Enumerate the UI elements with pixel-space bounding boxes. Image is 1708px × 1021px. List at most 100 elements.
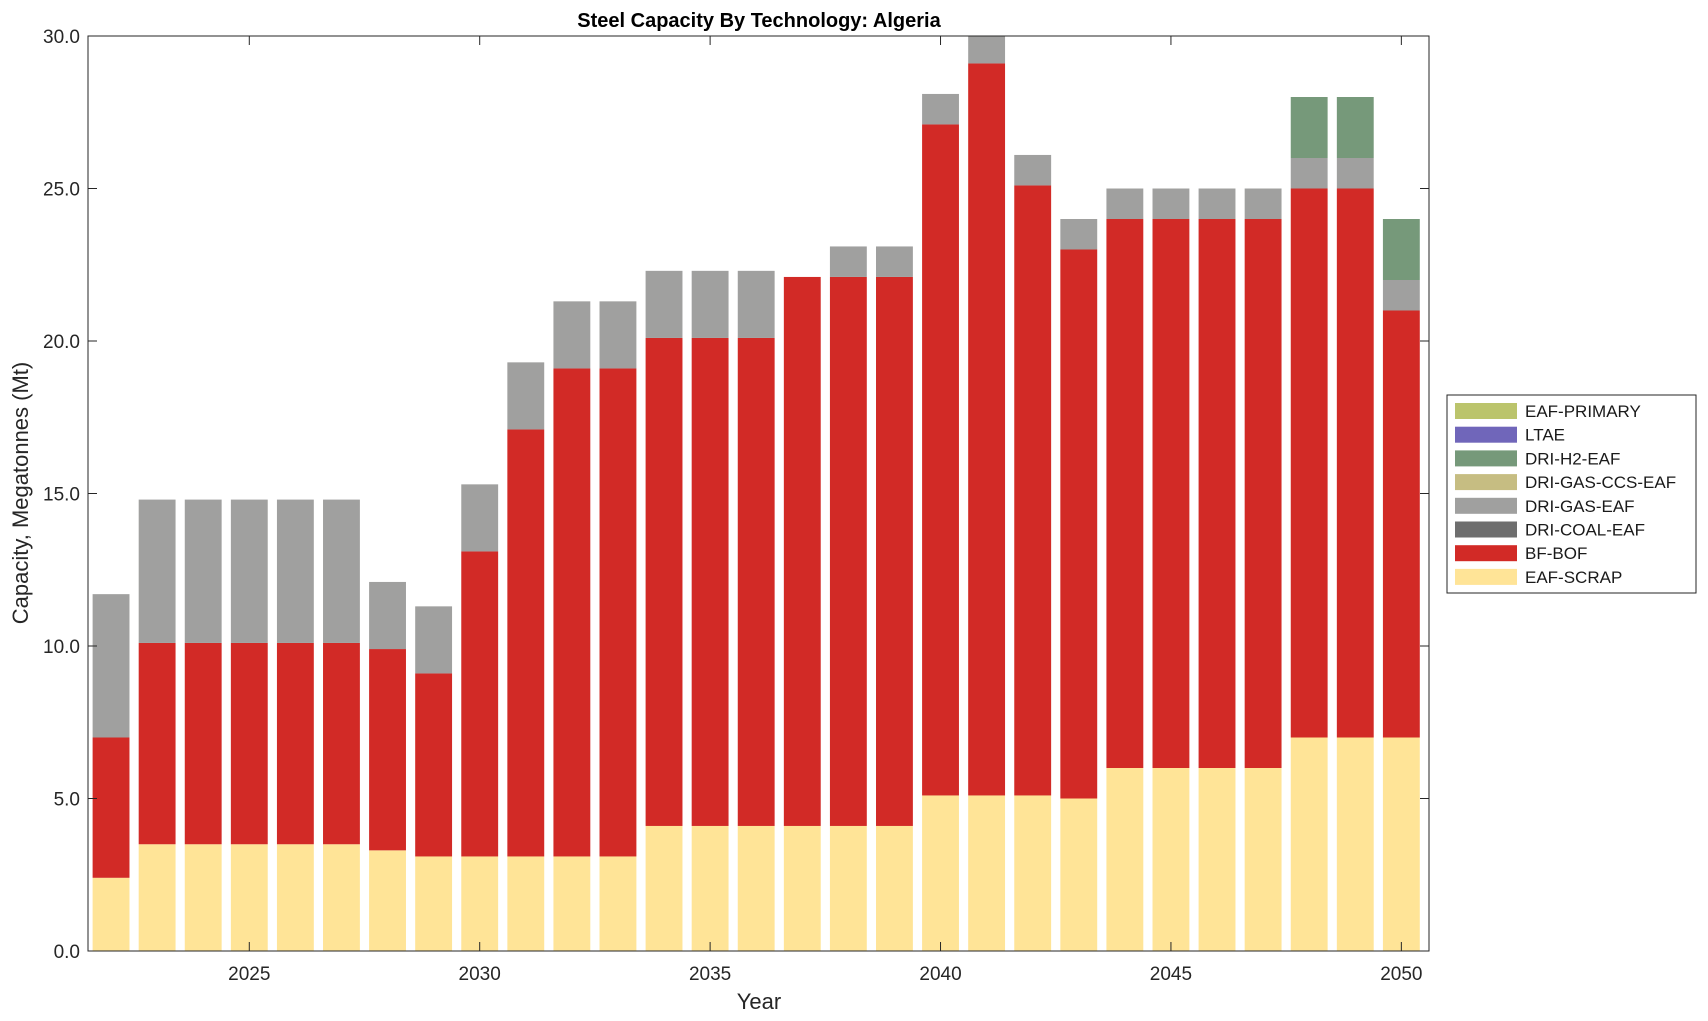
legend-swatch-ltae <box>1455 426 1517 443</box>
bar-eaf-scrap-2039 <box>876 825 913 951</box>
bar-eaf-scrap-2041 <box>968 795 1006 951</box>
bar-bf-bof-2043 <box>1060 249 1098 799</box>
bar-eaf-scrap-2035 <box>691 825 729 951</box>
bars-group <box>92 36 1420 951</box>
y-tick-label: 20.0 <box>43 332 80 353</box>
bar-eaf-scrap-2049 <box>1336 737 1374 951</box>
bar-eaf-scrap-2023 <box>138 844 176 951</box>
legend-swatch-eaf-primary <box>1455 403 1517 419</box>
legend: EAF-PRIMARY LTAE DRI-H2-EAF DRI-GAS-CCS-EAF… <box>1446 394 1697 594</box>
x-axis-label: Year <box>737 989 781 1014</box>
bar-bf-bof-2027 <box>323 642 360 845</box>
bar-dri-gas-eaf-2030 <box>461 484 499 552</box>
legend-swatch-dri-gas-ccs-eaf <box>1455 474 1517 491</box>
bar-bf-bof-2049 <box>1336 188 1374 738</box>
bar-bf-bof-2048 <box>1290 188 1328 738</box>
legend-swatch-eaf-scrap <box>1455 568 1517 585</box>
bar-dri-gas-eaf-2039 <box>876 246 913 277</box>
bar-dri-gas-eaf-2035 <box>691 270 729 338</box>
x-tick-label: 2050 <box>1380 964 1422 985</box>
bar-bf-bof-2024 <box>184 642 222 845</box>
bar-eaf-scrap-2025 <box>230 844 268 951</box>
x-tick-label: 2040 <box>919 964 961 985</box>
bar-dri-gas-eaf-2043 <box>1060 219 1098 250</box>
y-tick-label: 25.0 <box>43 180 80 201</box>
legend-label-dri-coal-eaf: DRI-COAL-EAF <box>1525 521 1645 540</box>
bar-bf-bof-2044 <box>1106 219 1144 768</box>
bar-bf-bof-2029 <box>415 673 453 857</box>
y-tick-label: 30.0 <box>43 27 80 48</box>
legend-label-eaf-scrap: EAF-SCRAP <box>1525 568 1622 587</box>
bar-eaf-scrap-2029 <box>415 856 453 951</box>
legend-swatch-bf-bof <box>1455 545 1517 562</box>
x-tick-label: 2030 <box>459 964 501 985</box>
bar-dri-gas-eaf-2025 <box>230 499 268 643</box>
legend-label-dri-gas-eaf: DRI-GAS-EAF <box>1525 497 1635 516</box>
bar-eaf-scrap-2026 <box>276 844 314 951</box>
y-axis: 0.0 5.0 10.0 15.0 20.0 25.0 30.0 <box>43 27 1429 963</box>
bar-dri-gas-eaf-2024 <box>184 499 222 643</box>
y-axis-label: Capacity, Megatonnes (Mt) <box>8 362 33 624</box>
bar-bf-bof-2028 <box>369 649 406 851</box>
bar-bf-bof-2037 <box>783 276 821 826</box>
bar-dri-gas-eaf-2041 <box>968 36 1006 64</box>
legend-items: EAF-PRIMARY LTAE DRI-H2-EAF DRI-GAS-CCS-EAF… <box>1455 402 1676 587</box>
y-tick-label: 0.0 <box>54 942 80 963</box>
bar-eaf-scrap-2022 <box>92 877 130 951</box>
bar-eaf-scrap-2032 <box>553 856 591 951</box>
bar-dri-gas-eaf-2031 <box>507 362 545 430</box>
bar-bf-bof-2025 <box>230 642 268 845</box>
bar-dri-gas-eaf-2048 <box>1290 158 1328 189</box>
legend-swatch-dri-h2-eaf <box>1455 450 1517 467</box>
bar-eaf-scrap-2040 <box>922 795 959 951</box>
bar-dri-gas-eaf-2026 <box>276 499 314 643</box>
y-tick-label: 15.0 <box>43 485 80 506</box>
legend-label-eaf-primary: EAF-PRIMARY <box>1525 402 1641 421</box>
bar-eaf-scrap-2028 <box>369 850 406 951</box>
bar-dri-h2-eaf-2049 <box>1336 97 1374 158</box>
bar-dri-gas-eaf-2049 <box>1336 158 1374 189</box>
bar-eaf-scrap-2031 <box>507 856 545 951</box>
bar-dri-gas-eaf-2029 <box>415 606 453 674</box>
bar-bf-bof-2026 <box>276 642 314 845</box>
bar-dri-gas-eaf-2028 <box>369 581 406 650</box>
bar-bf-bof-2047 <box>1244 219 1282 768</box>
bar-eaf-scrap-2047 <box>1244 768 1282 951</box>
bar-dri-gas-eaf-2036 <box>737 270 775 338</box>
legend-box <box>1446 394 1697 594</box>
bar-dri-gas-eaf-2047 <box>1244 188 1282 219</box>
bar-dri-gas-eaf-2040 <box>922 93 959 125</box>
bar-eaf-scrap-2042 <box>1014 795 1052 951</box>
x-tick-label: 2035 <box>689 964 731 985</box>
bar-dri-gas-eaf-2046 <box>1198 188 1236 219</box>
bar-eaf-scrap-2038 <box>829 825 867 951</box>
bar-eaf-scrap-2043 <box>1060 798 1098 951</box>
bar-dri-h2-eaf-2050 <box>1382 219 1420 280</box>
bar-dri-gas-eaf-2038 <box>829 246 867 277</box>
bar-eaf-scrap-2033 <box>599 856 637 951</box>
x-tick-label: 2025 <box>228 964 270 985</box>
bar-eaf-scrap-2046 <box>1198 768 1236 951</box>
bar-bf-bof-2040 <box>922 124 959 796</box>
bar-eaf-scrap-2024 <box>184 844 222 951</box>
legend-label-dri-h2-eaf: DRI-H2-EAF <box>1525 449 1620 468</box>
bar-eaf-scrap-2050 <box>1382 737 1420 951</box>
bar-bf-bof-2042 <box>1014 185 1052 796</box>
bar-bf-bof-2039 <box>876 276 913 826</box>
bar-eaf-scrap-2044 <box>1106 768 1144 951</box>
bar-eaf-scrap-2027 <box>323 844 360 951</box>
bar-bf-bof-2036 <box>737 337 775 826</box>
bar-eaf-scrap-2045 <box>1152 768 1190 951</box>
bar-dri-h2-eaf-2048 <box>1290 97 1328 158</box>
bar-dri-gas-eaf-2044 <box>1106 188 1144 219</box>
legend-swatch-dri-coal-eaf <box>1455 521 1517 538</box>
bar-bf-bof-2022 <box>92 737 130 878</box>
bar-dri-gas-eaf-2022 <box>92 594 130 738</box>
bar-eaf-scrap-2037 <box>783 825 821 951</box>
bar-bf-bof-2041 <box>968 63 1006 796</box>
x-tick-label: 2045 <box>1150 964 1192 985</box>
y-tick-label: 10.0 <box>43 637 80 658</box>
bar-bf-bof-2045 <box>1152 219 1190 768</box>
bar-bf-bof-2038 <box>829 276 867 826</box>
